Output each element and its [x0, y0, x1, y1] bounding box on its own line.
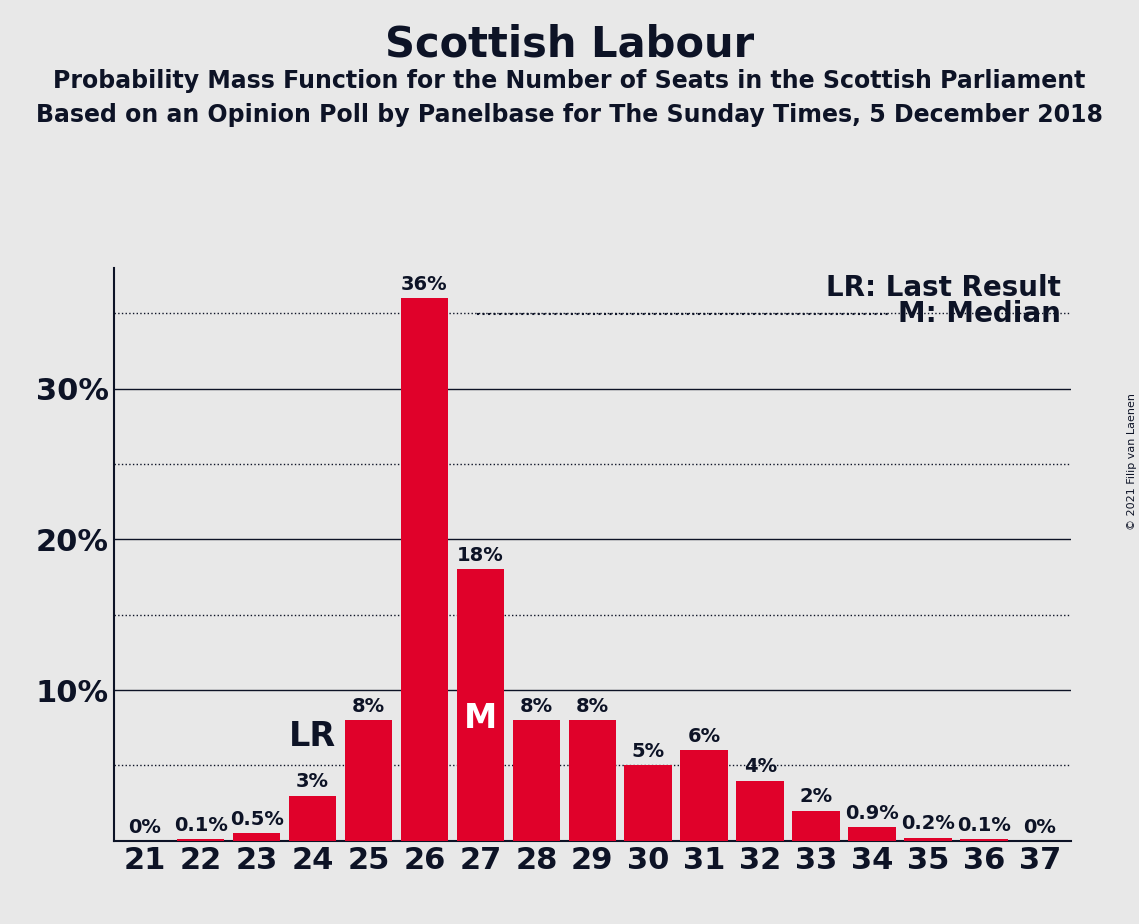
Text: Based on an Opinion Poll by Panelbase for The Sunday Times, 5 December 2018: Based on an Opinion Poll by Panelbase fo… — [36, 103, 1103, 128]
Text: LR: Last Result: LR: Last Result — [826, 274, 1062, 302]
Text: Probability Mass Function for the Number of Seats in the Scottish Parliament: Probability Mass Function for the Number… — [54, 69, 1085, 93]
Text: 8%: 8% — [519, 697, 552, 716]
Bar — [457, 569, 505, 841]
Text: 0%: 0% — [1024, 818, 1056, 837]
Text: 18%: 18% — [457, 546, 503, 565]
Text: M: M — [464, 702, 497, 736]
Bar — [680, 750, 728, 841]
Bar — [960, 839, 1008, 841]
Text: Scottish Labour: Scottish Labour — [385, 23, 754, 65]
Text: 36%: 36% — [401, 274, 448, 294]
Text: 0.1%: 0.1% — [957, 816, 1011, 834]
Bar — [177, 839, 224, 841]
Text: 0.2%: 0.2% — [901, 814, 954, 833]
Text: M: Median: M: Median — [899, 299, 1062, 328]
Text: 5%: 5% — [632, 742, 665, 761]
Bar — [904, 838, 952, 841]
Text: 8%: 8% — [352, 697, 385, 716]
Bar — [401, 298, 449, 841]
Bar — [345, 720, 392, 841]
Bar — [849, 827, 895, 841]
Bar — [289, 796, 336, 841]
Text: 2%: 2% — [800, 787, 833, 806]
Bar — [793, 810, 839, 841]
Bar — [232, 833, 280, 841]
Text: LR: LR — [289, 721, 336, 753]
Text: 3%: 3% — [296, 772, 329, 791]
Text: 8%: 8% — [575, 697, 609, 716]
Text: 4%: 4% — [744, 757, 777, 776]
Bar — [624, 765, 672, 841]
Text: 6%: 6% — [688, 727, 721, 746]
Text: 0.1%: 0.1% — [173, 816, 228, 834]
Text: 0%: 0% — [129, 818, 161, 837]
Bar — [513, 720, 560, 841]
Bar — [568, 720, 616, 841]
Text: 0.9%: 0.9% — [845, 804, 899, 822]
Text: 0.5%: 0.5% — [230, 809, 284, 829]
Text: © 2021 Filip van Laenen: © 2021 Filip van Laenen — [1126, 394, 1137, 530]
Bar — [736, 781, 784, 841]
